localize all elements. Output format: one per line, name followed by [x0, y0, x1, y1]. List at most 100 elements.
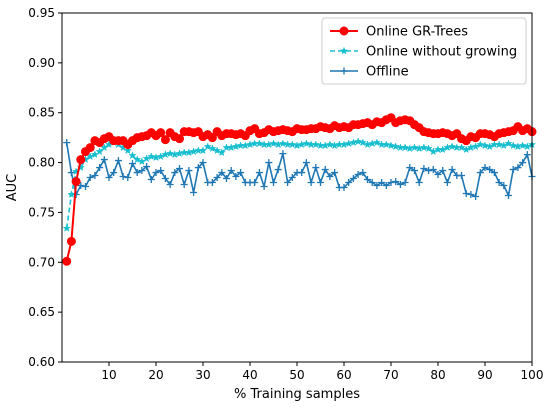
data-point: [110, 169, 118, 177]
legend-label: Offline: [366, 65, 409, 80]
data-point: [171, 169, 179, 177]
data-point: [185, 167, 193, 175]
legend-label: Online GR-Trees: [366, 25, 468, 40]
data-point: [288, 174, 296, 182]
data-point: [447, 142, 457, 151]
data-point: [278, 139, 288, 148]
data-point: [458, 172, 465, 180]
data-point: [425, 167, 433, 175]
data-point: [96, 164, 104, 172]
data-point: [175, 134, 184, 144]
series-line: [65, 140, 533, 229]
legend-label: Online without growing: [366, 45, 517, 60]
data-point: [443, 179, 451, 187]
data-point: [476, 140, 485, 149]
data-point: [499, 141, 508, 150]
data-point: [401, 179, 409, 187]
data-point: [90, 150, 100, 159]
data-point: [373, 182, 381, 190]
data-point: [504, 139, 513, 148]
y-tick-label: 0.60: [28, 355, 55, 369]
data-point: [279, 150, 287, 158]
data-point: [411, 167, 418, 175]
data-point: [415, 179, 423, 187]
data-point: [462, 145, 471, 154]
data-point: [317, 179, 324, 187]
data-point: [255, 139, 264, 148]
data-point: [123, 146, 132, 155]
data-point: [152, 169, 160, 177]
data-point: [203, 142, 212, 151]
data-point: [91, 172, 99, 180]
data-point: [76, 155, 86, 165]
data-point: [494, 140, 504, 149]
legend-item: Online without growing: [330, 45, 517, 60]
data-point: [133, 155, 142, 164]
data-point: [410, 143, 419, 152]
legend-marker: [340, 67, 348, 75]
x-tick-label: 10: [101, 368, 116, 382]
data-point: [490, 169, 498, 177]
data-point: [340, 184, 348, 191]
data-point: [486, 166, 494, 174]
data-point: [82, 183, 89, 191]
data-point: [269, 139, 278, 148]
data-point: [400, 143, 410, 152]
data-point: [509, 166, 517, 174]
data-point: [198, 146, 208, 155]
data-point: [392, 178, 400, 186]
x-tick-label: 40: [242, 368, 257, 382]
x-tick-label: 60: [336, 368, 351, 382]
data-point: [232, 173, 240, 181]
data-point: [207, 133, 217, 143]
data-point: [476, 169, 484, 177]
data-point: [86, 174, 94, 182]
data-point: [462, 189, 470, 197]
data-point: [119, 173, 127, 181]
series-1: [62, 137, 537, 232]
data-point: [137, 157, 147, 166]
data-point: [495, 179, 503, 187]
data-point: [213, 174, 221, 182]
data-point: [424, 144, 433, 153]
legend-marker: [339, 46, 349, 55]
data-point: [251, 179, 259, 187]
data-point: [302, 159, 310, 167]
y-tick-label: 0.85: [28, 106, 55, 120]
data-point: [358, 138, 367, 147]
data-point: [265, 159, 273, 167]
data-point: [208, 144, 217, 153]
y-tick-label: 0.80: [28, 156, 55, 170]
data-point: [176, 165, 183, 173]
data-point: [406, 164, 414, 172]
data-point: [382, 182, 390, 190]
data-point: [434, 171, 442, 179]
legend: Online GR-Trees Online without growing Off…: [321, 17, 527, 85]
data-point: [500, 182, 508, 190]
x-tick-label: 50: [289, 368, 304, 382]
data-point: [165, 149, 175, 158]
x-axis-label: % Training samples: [234, 387, 360, 402]
x-tick-label: 80: [430, 368, 445, 382]
x-tick-label: 30: [195, 368, 210, 382]
series-layer: [62, 113, 537, 266]
data-point: [391, 142, 400, 151]
data-point: [180, 181, 188, 189]
data-point: [147, 176, 155, 184]
data-point: [523, 142, 532, 151]
y-tick-label: 0.65: [28, 305, 55, 319]
y-tick-label: 0.70: [28, 255, 55, 269]
data-point: [71, 177, 81, 187]
data-point: [396, 181, 404, 189]
data-point: [457, 143, 466, 152]
data-point: [471, 142, 480, 151]
data-point: [518, 141, 527, 150]
data-point: [345, 179, 353, 187]
data-point: [66, 236, 76, 246]
data-point: [523, 151, 531, 159]
y-axis-label: AUC: [5, 174, 20, 202]
data-point: [114, 157, 122, 165]
y-tick-label: 0.75: [28, 205, 55, 219]
ticks-layer: 10 20 30 40 50 60 70 80 90 100 0.60 0.65 0.70 0.75 0.8…: [28, 6, 543, 382]
data-point: [100, 156, 108, 164]
